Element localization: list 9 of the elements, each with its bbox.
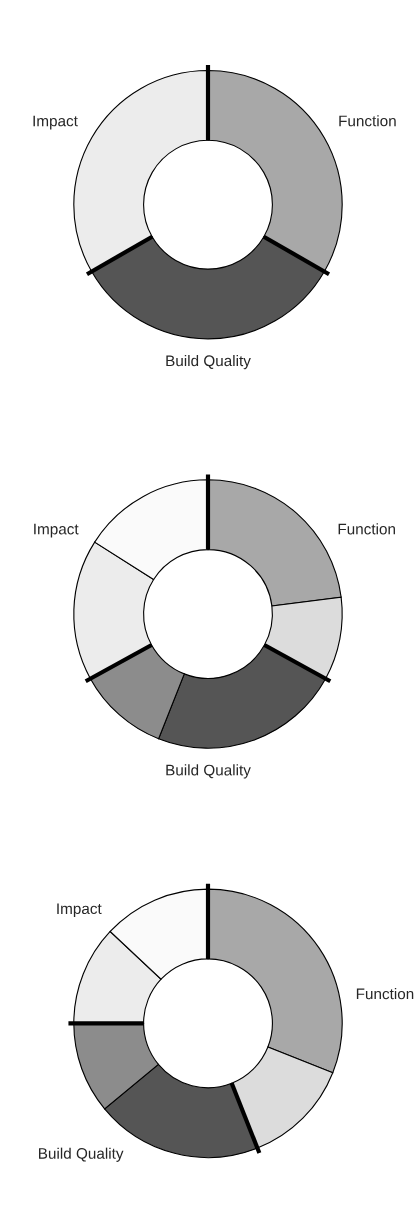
slice-label: Impact (57, 903, 102, 918)
slice-label: Impact (33, 115, 78, 130)
slice-label: Build Quality (166, 354, 251, 370)
slice-label: Function (338, 523, 395, 535)
slice-label: Build Quality (39, 1147, 124, 1162)
slice-label: Impact (34, 523, 79, 538)
slice-label: Build Quality (166, 764, 251, 779)
slice-label: Function (356, 988, 414, 1000)
slice-label: Function (339, 115, 396, 127)
